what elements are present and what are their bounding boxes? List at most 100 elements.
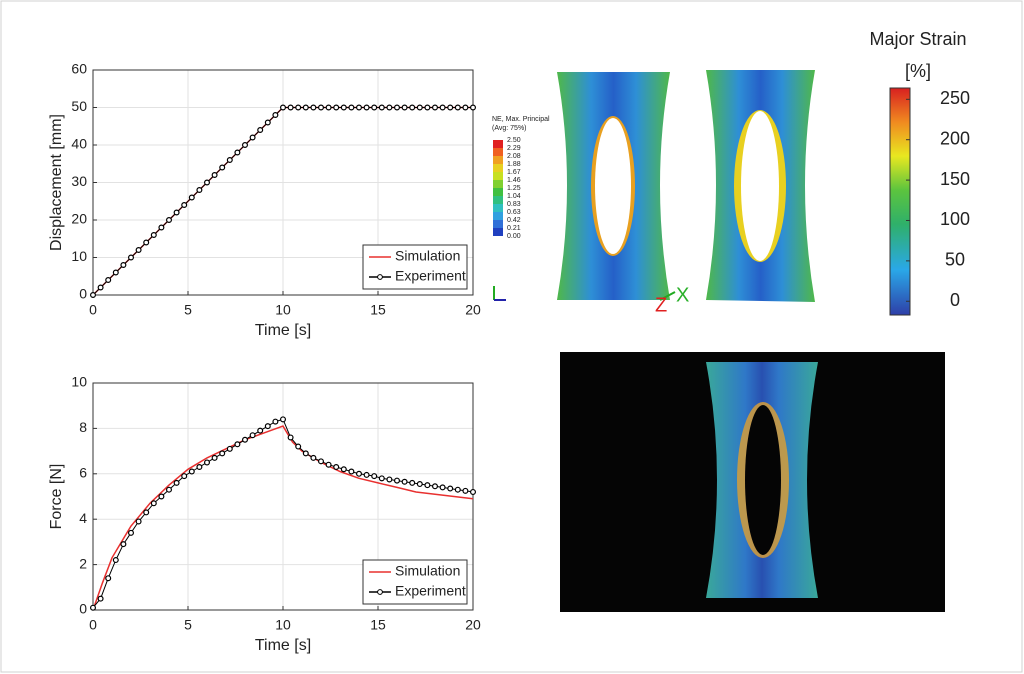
data-point <box>409 104 416 111</box>
data-point <box>272 418 279 425</box>
data-point <box>340 466 347 473</box>
data-point <box>386 476 393 483</box>
data-point <box>143 509 150 516</box>
data-point <box>394 104 401 111</box>
data-point <box>173 479 180 486</box>
hole <box>741 111 779 261</box>
y-tick-label: 6 <box>79 465 87 481</box>
data-point <box>424 482 431 489</box>
data-point <box>348 468 355 475</box>
line-chart: 0 2 4 6 8 10 0 5 10 15 20 Time [s] Force [N] Simulati… <box>48 374 481 655</box>
data-point <box>416 481 423 488</box>
data-point <box>333 104 340 111</box>
data-point <box>204 459 211 466</box>
data-point <box>272 111 279 118</box>
colorbar-tick-label: 200 <box>940 128 970 148</box>
legend: Simulation Experiment <box>362 559 468 605</box>
fe-legend-label: 0.42 <box>507 217 521 224</box>
data-point <box>105 277 112 284</box>
fe-legend-band <box>493 228 503 236</box>
data-point <box>158 224 165 231</box>
legend-marker <box>377 589 383 595</box>
data-point <box>439 484 446 491</box>
colorbar-tick-label: 50 <box>945 250 965 270</box>
data-point <box>120 262 127 269</box>
data-point <box>242 142 249 149</box>
data-point <box>340 104 347 111</box>
y-tick-label: 40 <box>71 136 87 152</box>
x-tick-label: 20 <box>465 617 481 633</box>
fe-legend-label: 1.25 <box>507 185 521 192</box>
x-tick-label: 15 <box>370 302 386 318</box>
y-tick-label: 4 <box>79 510 87 526</box>
fe-legend-label: 2.50 <box>507 137 521 144</box>
data-point <box>211 454 218 461</box>
data-point <box>219 450 226 457</box>
dic-hole <box>745 405 781 555</box>
legend-box <box>362 559 468 605</box>
fe-legend-label: 1.67 <box>507 169 521 176</box>
data-point <box>462 487 469 494</box>
data-point <box>470 104 477 111</box>
data-point <box>211 172 218 179</box>
legend-marker <box>377 274 383 280</box>
fe-legend-band <box>493 156 503 164</box>
y-tick-label: 8 <box>79 419 87 435</box>
data-point <box>470 488 477 495</box>
data-point <box>257 126 264 133</box>
data-point <box>371 473 378 480</box>
data-point <box>112 269 119 276</box>
data-point <box>333 463 340 470</box>
fe-legend-label: 0.63 <box>507 209 521 216</box>
data-point <box>378 475 385 482</box>
data-point <box>287 434 294 441</box>
data-point <box>295 443 302 450</box>
x-axis-label: Time [s] <box>255 637 311 654</box>
x-tick-label: 20 <box>465 302 481 318</box>
data-point <box>120 541 127 548</box>
x-tick-label: 0 <box>89 617 97 633</box>
data-point <box>150 500 157 507</box>
data-point <box>432 483 439 490</box>
fe-legend-title: NE, Max. Principal <box>492 116 550 123</box>
data-point <box>401 104 408 111</box>
data-point <box>447 485 454 492</box>
data-point <box>204 179 211 186</box>
data-point <box>302 104 309 111</box>
fe-legend-band <box>493 148 503 156</box>
data-point <box>89 292 96 299</box>
data-point <box>226 157 233 164</box>
data-point <box>242 436 249 443</box>
fe-legend-band <box>493 212 503 220</box>
plot-border <box>92 382 474 611</box>
data-point <box>416 104 423 111</box>
y-tick-label: 60 <box>71 61 87 77</box>
data-point <box>264 423 271 430</box>
data-point <box>295 104 302 111</box>
data-point <box>226 445 233 452</box>
legend-label: Experiment <box>395 583 466 599</box>
colorbar-unit: [%] <box>905 61 931 81</box>
data-point <box>401 478 408 485</box>
data-point <box>462 104 469 111</box>
triad-axis <box>659 291 676 301</box>
legend-label: Experiment <box>395 268 466 284</box>
data-point <box>234 441 241 448</box>
data-point <box>454 104 461 111</box>
data-point <box>280 104 287 111</box>
data-point <box>363 104 370 111</box>
x-tick-label: 5 <box>184 302 192 318</box>
data-point <box>325 104 332 111</box>
fe-legend-label: 2.08 <box>507 153 521 160</box>
data-point <box>219 164 226 171</box>
data-point <box>310 104 317 111</box>
x-axis-label: Time [s] <box>255 322 311 339</box>
data-point <box>257 427 264 434</box>
data-point <box>249 134 256 141</box>
data-point <box>166 217 173 224</box>
fe-legend-band <box>493 180 503 188</box>
data-point <box>166 486 173 493</box>
fe-legend-band <box>493 164 503 172</box>
